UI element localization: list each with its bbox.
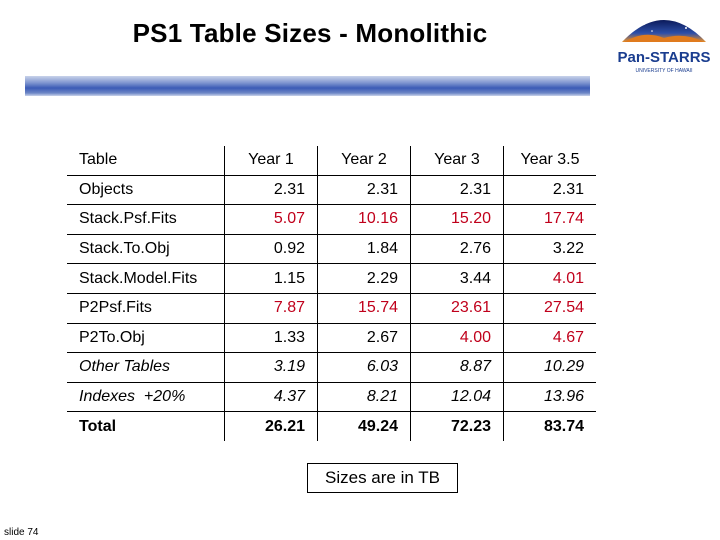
cell-value: 2.31	[503, 175, 596, 206]
table-row: Other Tables 3.19 6.03 8.87 10.29	[67, 352, 596, 383]
header-year-1: Year 1	[224, 146, 318, 176]
table-total-row: Total 26.21 49.24 72.23 83.74	[67, 411, 596, 441]
cell-value: 12.04	[410, 382, 504, 413]
cell-value: 10.29	[503, 352, 596, 383]
cell-value: 13.96	[503, 382, 596, 413]
cell-value: 49.24	[317, 411, 411, 441]
cell-value: 5.07	[224, 204, 318, 235]
table-row: Stack.Psf.Fits 5.07 10.16 15.20 17.74	[67, 204, 596, 235]
cell-value: 4.37	[224, 382, 318, 413]
cell-value: 2.29	[317, 263, 411, 294]
cell-value: 2.31	[410, 175, 504, 206]
cell-value: 2.67	[317, 323, 411, 354]
row-label: Objects	[67, 175, 225, 206]
row-label: Other Tables	[67, 352, 225, 383]
logo-text: Pan-STARRS	[617, 49, 710, 66]
table-sizes-table: Table Year 1 Year 2 Year 3 Year 3.5 Obje…	[67, 146, 596, 441]
cell-value: 0.92	[224, 234, 318, 265]
units-note: Sizes are in TB	[307, 463, 458, 493]
cell-value: 4.01	[503, 263, 596, 294]
table-header-row: Table Year 1 Year 2 Year 3 Year 3.5	[67, 146, 596, 176]
cell-value: 3.44	[410, 263, 504, 294]
title-underline-bar	[25, 76, 590, 96]
cell-value: 3.22	[503, 234, 596, 265]
table-row: P2To.Obj 1.33 2.67 4.00 4.67	[67, 323, 596, 354]
cell-value: 26.21	[224, 411, 318, 441]
row-label: Stack.Psf.Fits	[67, 204, 225, 235]
row-label: P2Psf.Fits	[67, 293, 225, 324]
cell-value: 4.67	[503, 323, 596, 354]
cell-value: 2.31	[317, 175, 411, 206]
cell-value: 83.74	[543, 417, 584, 435]
cell-value: 3.19	[224, 352, 318, 383]
cell-value: 1.84	[317, 234, 411, 265]
cell-value: 6.03	[317, 352, 411, 383]
row-label: Stack.Model.Fits	[67, 263, 225, 294]
row-label: Total	[67, 411, 225, 441]
cell-value: 17.74	[503, 204, 596, 235]
table-row: P2Psf.Fits 7.87 15.74 23.61 27.54	[67, 293, 596, 324]
cell-value: 23.61	[410, 293, 504, 324]
cell-value: 15.20	[410, 204, 504, 235]
cell-value: 2.31	[224, 175, 318, 206]
header-year-2: Year 2	[317, 146, 411, 176]
header-table: Table	[67, 146, 225, 176]
slide-title: PS1 Table Sizes - Monolithic	[132, 18, 488, 48]
cell-value: 10.16	[317, 204, 411, 235]
row-label: Stack.To.Obj	[67, 234, 225, 265]
cell-value: 27.54	[503, 293, 596, 324]
cell-value: 4.00	[410, 323, 504, 354]
table-row: Objects 2.31 2.31 2.31 2.31	[67, 175, 596, 206]
row-label: Indexes +20%	[67, 382, 225, 413]
cell-value: 8.21	[317, 382, 411, 413]
cell-value: 1.33	[224, 323, 318, 354]
header-year-3: Year 3	[410, 146, 504, 176]
slide-number: slide 74	[4, 527, 39, 538]
table-row: Indexes +20% 4.37 8.21 12.04 13.96	[67, 382, 596, 413]
cell-value: 1.15	[224, 263, 318, 294]
cell-value: 7.87	[224, 293, 318, 324]
cell-value: 8.87	[410, 352, 504, 383]
row-label: P2To.Obj	[67, 323, 225, 354]
pan-starrs-logo: Pan-STARRS UNIVERSITY OF HAWAII	[617, 14, 711, 74]
table-row: Stack.Model.Fits 1.15 2.29 3.44 4.01	[67, 263, 596, 294]
cell-value: 15.74	[317, 293, 411, 324]
cell-value: 2.76	[410, 234, 504, 265]
header-year-3-5: Year 3.5	[503, 146, 596, 176]
logo-subtext: UNIVERSITY OF HAWAII	[635, 68, 692, 74]
table-row: Stack.To.Obj 0.92 1.84 2.76 3.22	[67, 234, 596, 265]
cell-value: 72.23	[410, 411, 504, 441]
